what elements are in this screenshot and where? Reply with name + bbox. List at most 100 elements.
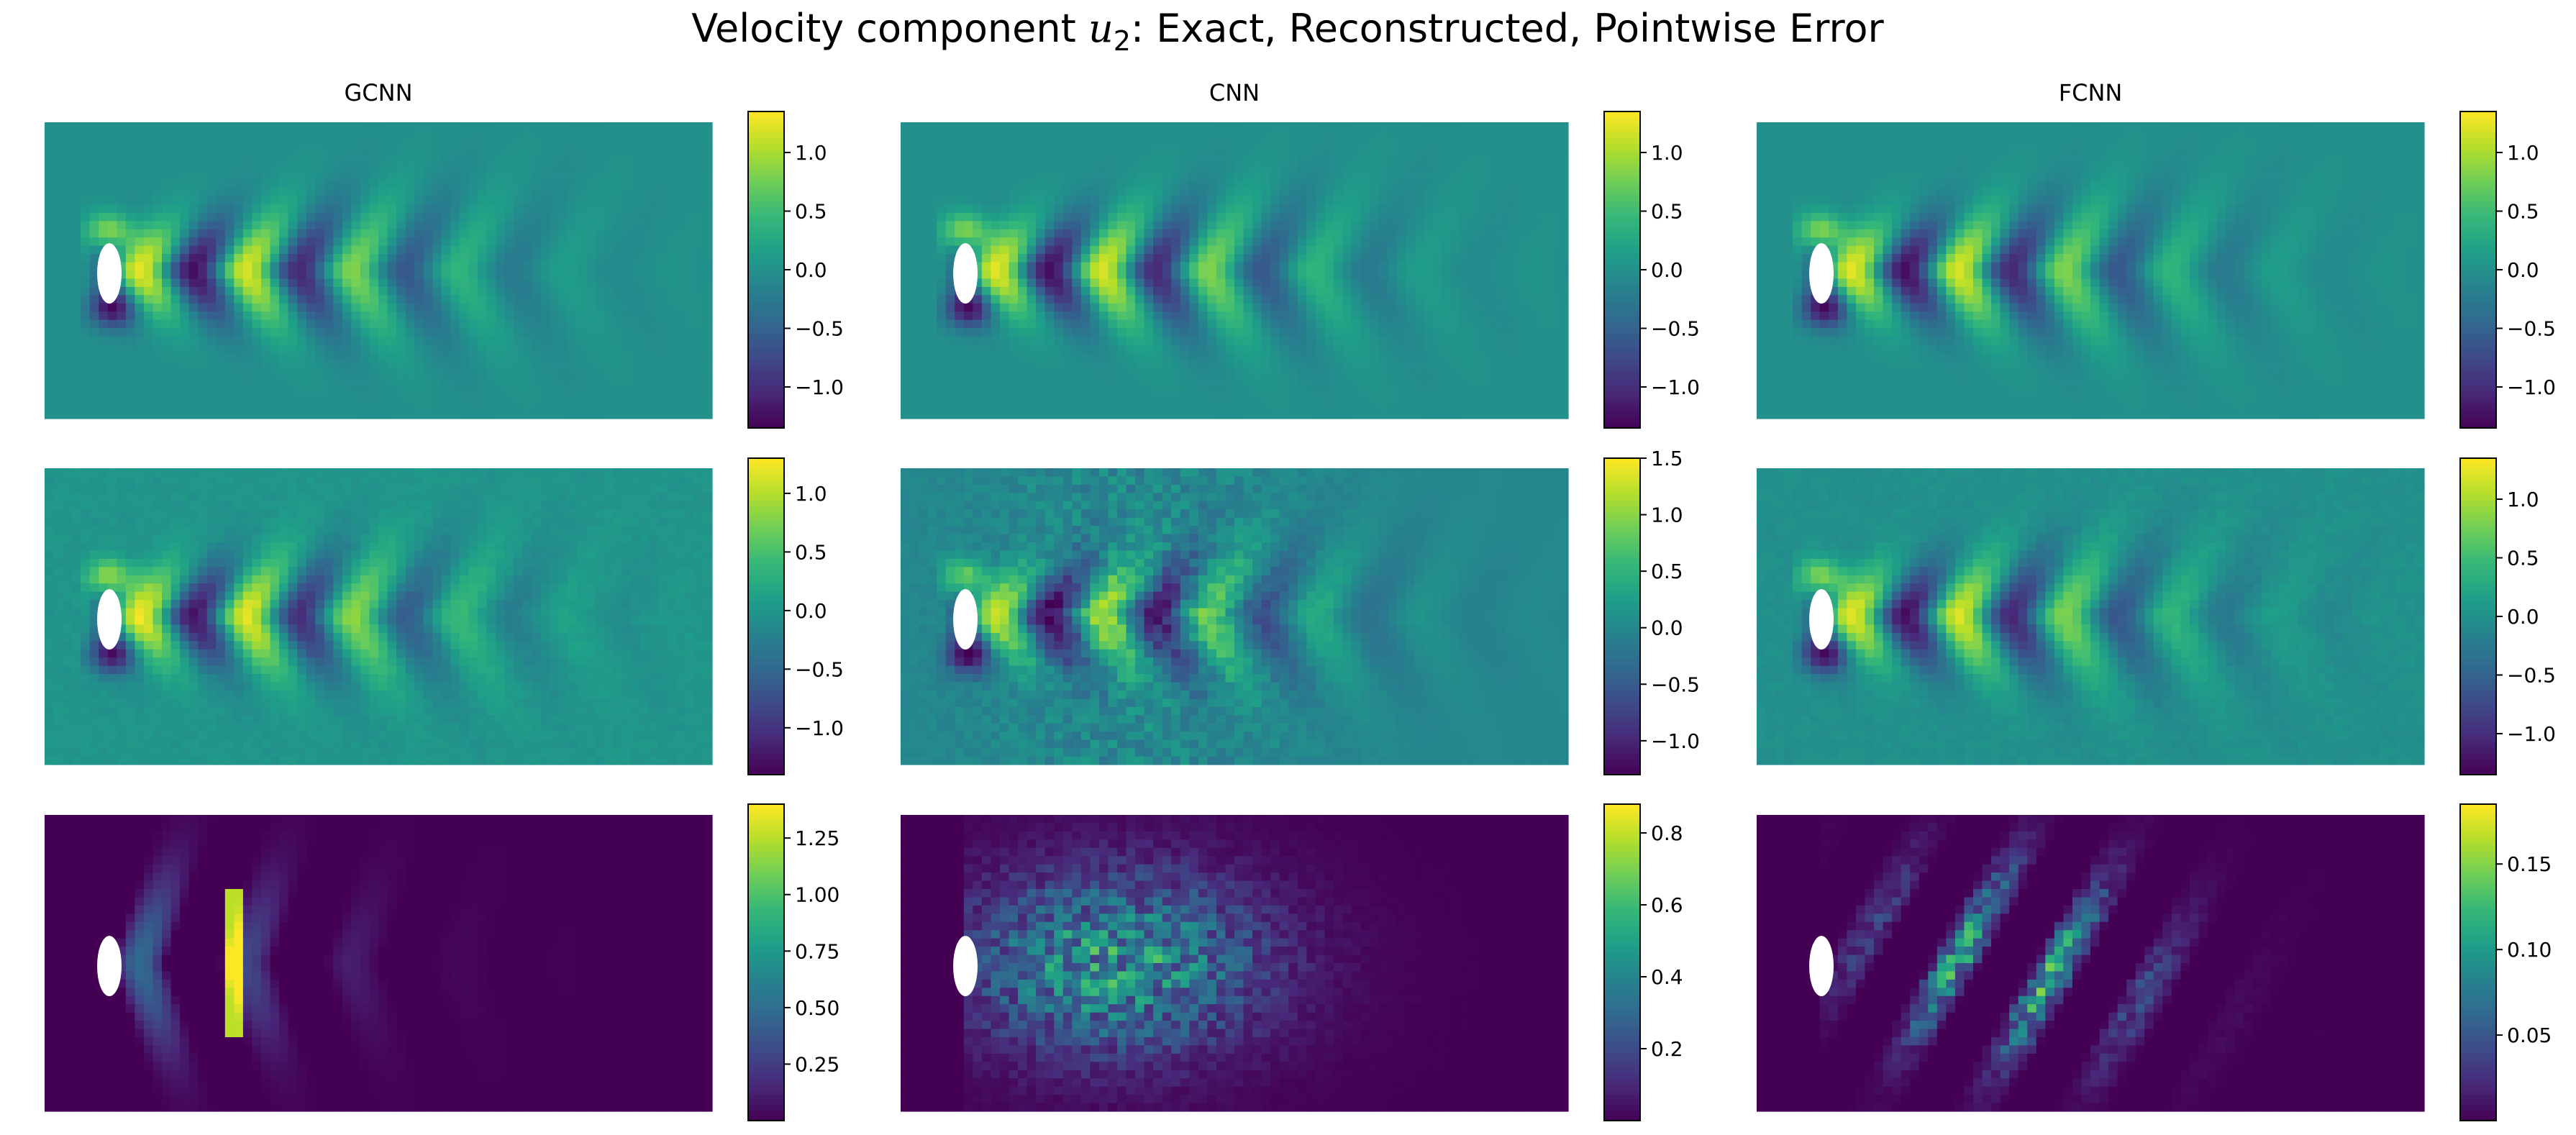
heatmap-cell (955, 130, 965, 140)
heatmap-cell (360, 163, 370, 173)
heatmap-cell (973, 352, 983, 362)
heatmap-cell (198, 196, 208, 206)
heatmap-cell (1261, 336, 1271, 345)
heatmap-cell (1478, 360, 1488, 370)
heatmap-cell (568, 262, 578, 271)
heatmap-cell (640, 278, 650, 288)
heatmap-cell (981, 319, 991, 329)
heatmap-cell (252, 147, 262, 156)
heatmap-cell (270, 221, 280, 230)
heatmap-cell (1406, 352, 1416, 362)
heatmap-cell (1027, 229, 1037, 238)
heatmap-cell (685, 336, 695, 345)
heatmap-cell (125, 245, 135, 255)
heatmap-cell (405, 319, 415, 329)
heatmap-cell (1352, 262, 1362, 271)
heatmap-cell (1559, 138, 1569, 147)
heatmap-cell (89, 328, 99, 337)
heatmap-cell (162, 229, 172, 238)
heatmap-cell (685, 237, 695, 247)
heatmap-cell (532, 180, 542, 189)
heatmap-cell (901, 138, 911, 147)
heatmap-cell (1171, 122, 1181, 132)
heatmap-cell (540, 138, 550, 147)
heatmap-cell (1360, 138, 1370, 147)
heatmap-cell (1216, 352, 1226, 362)
heatmap-cell (909, 328, 919, 337)
heatmap-cell (333, 402, 343, 411)
heatmap-cell (486, 171, 496, 181)
heatmap-cell (1496, 155, 1506, 164)
heatmap-cell (125, 295, 135, 304)
heatmap-cell (550, 402, 560, 411)
heatmap-cell (1406, 221, 1416, 230)
heatmap-cell (1370, 360, 1380, 370)
heatmap-cell (1180, 303, 1190, 312)
heatmap-cell (1288, 196, 1298, 206)
heatmap-cell (315, 311, 325, 321)
heatmap-cell (459, 352, 469, 362)
heatmap-cell (496, 345, 506, 354)
heatmap-cell (1036, 155, 1046, 164)
heatmap-cell (657, 262, 668, 271)
heatmap-cell (550, 393, 560, 403)
heatmap-cell (1234, 196, 1244, 206)
heatmap-cell (693, 377, 704, 386)
heatmap-cell (360, 188, 370, 197)
heatmap-cell (1352, 130, 1362, 140)
heatmap-cell (486, 221, 496, 230)
heatmap-cell (1432, 196, 1443, 206)
heatmap-cell (631, 221, 641, 230)
heatmap-cell (1432, 328, 1443, 337)
heatmap-cell (468, 204, 478, 214)
heatmap-cell (631, 204, 641, 214)
heatmap-cell (252, 360, 262, 370)
heatmap-cell (170, 336, 181, 345)
heatmap-cell (180, 188, 190, 197)
heatmap-cell (685, 163, 695, 173)
heatmap-cell (1406, 180, 1416, 189)
heatmap-cell (71, 286, 81, 296)
heatmap-cell (206, 336, 217, 345)
heatmap-cell (1378, 221, 1388, 230)
heatmap-cell (981, 254, 991, 263)
heatmap-cell (693, 245, 704, 255)
heatmap-cell (622, 336, 632, 345)
heatmap-cell (99, 229, 109, 238)
heatmap-cell (342, 328, 352, 337)
heatmap-cell (640, 345, 650, 354)
heatmap-cell (1144, 352, 1154, 362)
heatmap-cell (405, 328, 415, 337)
heatmap-cell (1442, 171, 1452, 181)
heatmap-cell (594, 147, 605, 156)
heatmap-cell (1144, 188, 1154, 197)
heatmap-cell (937, 229, 947, 238)
heatmap-cell (162, 377, 172, 386)
heatmap-cell (514, 122, 524, 132)
heatmap-cell (477, 163, 488, 173)
heatmap-cell (1062, 369, 1073, 378)
heatmap-cell (125, 221, 135, 230)
heatmap-cell (504, 188, 514, 197)
heatmap-cell (306, 402, 316, 411)
heatmap-cell (973, 369, 983, 378)
heatmap-cell (522, 147, 532, 156)
heatmap-cell (919, 155, 929, 164)
heatmap-cell (125, 393, 135, 403)
heatmap-cell (703, 319, 713, 329)
heatmap-cell (991, 286, 1001, 296)
heatmap-cell (927, 311, 937, 321)
heatmap-cell (622, 188, 632, 197)
heatmap-cell (153, 345, 163, 354)
heatmap-cell (1054, 147, 1064, 156)
heatmap-cell (71, 360, 81, 370)
heatmap-cell (351, 262, 361, 271)
heatmap-cell (45, 155, 55, 164)
heatmap-cell (143, 245, 154, 255)
heatmap-cell (1541, 155, 1551, 164)
heatmap-cell (703, 188, 713, 197)
heatmap-cell (973, 130, 983, 140)
heatmap-cell (1352, 295, 1362, 304)
heatmap-cell (351, 229, 361, 238)
colorbar-segment (748, 359, 784, 365)
